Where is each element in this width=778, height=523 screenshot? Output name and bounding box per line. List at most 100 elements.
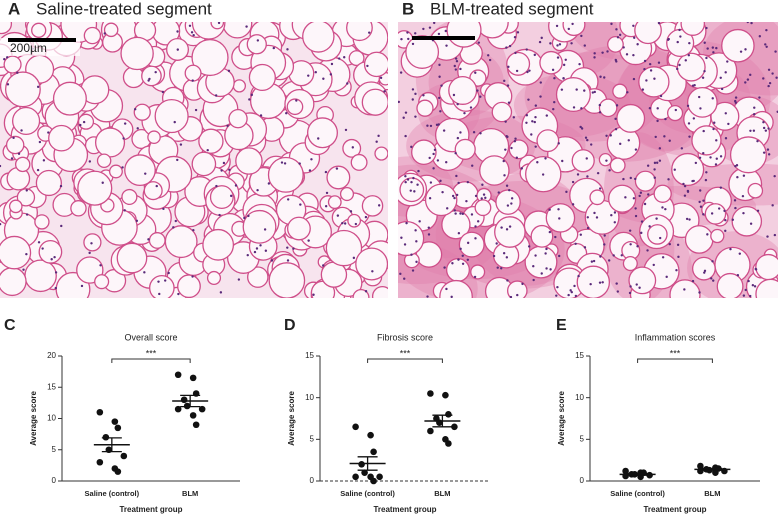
alveolus <box>286 216 311 241</box>
nucleus <box>746 22 749 24</box>
nucleus <box>754 268 758 271</box>
alveolus <box>247 266 269 288</box>
nucleus <box>286 246 289 249</box>
nucleus <box>655 161 659 164</box>
nucleus <box>738 252 741 255</box>
nucleus <box>741 194 745 198</box>
alveolus <box>0 267 27 297</box>
nucleus <box>590 143 593 146</box>
nucleus <box>598 281 602 284</box>
nucleus <box>724 229 727 233</box>
nucleus <box>567 293 570 297</box>
data-point <box>697 462 704 470</box>
nucleus <box>727 122 730 126</box>
nucleus <box>292 247 295 250</box>
nucleus <box>605 134 608 138</box>
nucleus <box>17 152 21 155</box>
data-point <box>111 418 119 425</box>
nucleus <box>123 122 127 125</box>
nucleus <box>691 179 694 183</box>
nucleus <box>749 294 752 298</box>
alveolus <box>634 170 656 192</box>
nucleus <box>474 237 477 240</box>
alveolus <box>12 106 41 136</box>
nucleus <box>685 217 689 221</box>
nucleus <box>428 156 431 160</box>
nucleus <box>643 67 646 71</box>
nucleus <box>167 271 170 275</box>
nucleus <box>711 260 714 263</box>
nucleus <box>762 151 766 154</box>
nucleus <box>25 252 28 256</box>
nucleus <box>531 120 534 123</box>
nucleus <box>270 259 274 262</box>
nucleus <box>6 83 10 86</box>
nucleus <box>758 96 761 99</box>
nucleus <box>699 107 702 110</box>
alveolus <box>242 209 277 244</box>
nucleus <box>564 58 567 61</box>
y-tick-label: 10 <box>575 393 584 402</box>
nucleus <box>767 84 770 88</box>
y-axis-label: Average score <box>557 391 566 446</box>
nucleus <box>286 48 289 51</box>
alveolus <box>302 22 335 53</box>
nucleus <box>742 211 745 215</box>
nucleus <box>632 53 635 57</box>
alveolus <box>628 266 657 295</box>
nucleus <box>459 67 462 71</box>
nucleus <box>351 146 355 149</box>
nucleus <box>719 186 723 189</box>
error-bar <box>432 414 453 428</box>
nucleus <box>539 81 542 84</box>
nucleus <box>409 189 412 192</box>
nucleus <box>495 242 498 245</box>
nucleus <box>713 121 716 124</box>
nucleus <box>663 135 666 138</box>
y-axis-label: Average score <box>287 391 296 446</box>
nucleus <box>615 104 619 107</box>
nucleus <box>705 171 708 174</box>
nucleus <box>407 37 410 41</box>
nucleus <box>103 32 106 35</box>
nucleus <box>753 106 756 109</box>
nucleus <box>744 81 747 84</box>
nucleus <box>416 183 419 186</box>
nucleus <box>688 41 691 45</box>
alveolus <box>374 146 388 161</box>
alveolus <box>3 55 22 74</box>
data-point <box>451 423 458 431</box>
nucleus <box>411 88 415 91</box>
nucleus <box>25 213 29 216</box>
nucleus <box>664 207 667 211</box>
nucleus <box>513 36 517 39</box>
nucleus <box>487 54 490 57</box>
nucleus <box>411 98 414 101</box>
data-point <box>174 371 182 379</box>
nucleus <box>595 216 599 219</box>
nucleus <box>470 213 474 216</box>
nucleus <box>530 133 533 136</box>
alveolus <box>222 22 253 39</box>
nucleus <box>576 173 580 176</box>
nucleus <box>446 207 449 210</box>
nucleus <box>148 77 151 81</box>
alveolus <box>346 22 373 42</box>
nucleus <box>591 91 595 94</box>
nucleus <box>549 268 552 271</box>
nucleus <box>567 27 570 31</box>
nucleus <box>410 180 413 184</box>
nucleus <box>526 70 529 74</box>
nucleus <box>624 196 627 199</box>
nucleus <box>590 260 594 263</box>
nucleus <box>400 37 403 41</box>
alveolus <box>210 22 225 30</box>
alveolus <box>325 229 363 267</box>
nucleus <box>572 106 576 109</box>
nucleus <box>506 84 510 87</box>
nucleus <box>445 44 448 47</box>
nucleus <box>616 36 620 39</box>
nucleus <box>404 111 408 114</box>
nucleus <box>463 111 466 115</box>
alveolus <box>647 224 668 245</box>
